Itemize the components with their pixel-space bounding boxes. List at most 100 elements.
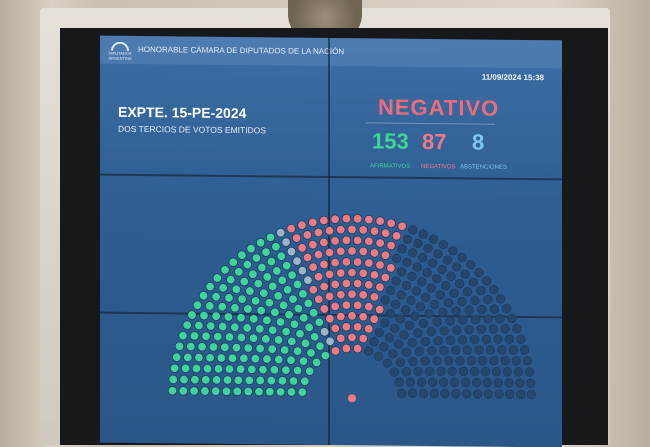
- seat-ausente: [507, 313, 517, 324]
- seat-ausente: [504, 334, 515, 344]
- seat-ausente: [396, 266, 407, 277]
- seat-ausente: [413, 328, 423, 338]
- seat-ausente: [380, 318, 390, 328]
- seat-ausente: [512, 323, 522, 334]
- seat-afirmativo: [189, 386, 199, 396]
- seat-ausente: [418, 318, 429, 329]
- seat-ausente: [483, 294, 493, 305]
- seat-negativo: [386, 263, 396, 273]
- seat-negativo: [335, 246, 346, 257]
- seat-ausente: [483, 314, 493, 324]
- seat-afirmativo: [284, 310, 294, 320]
- seat-ausente: [426, 283, 437, 293]
- seat-afirmativo: [273, 291, 283, 301]
- seat-ausente: [420, 336, 431, 347]
- seat-afirmativo: [273, 335, 284, 345]
- seat-abstencion: [297, 265, 308, 276]
- seat-afirmativo: [242, 259, 253, 270]
- seat-ausente: [401, 280, 412, 291]
- seat-afirmativo: [262, 354, 272, 364]
- seat-negativo: [324, 269, 335, 280]
- seat-afirmativo: [287, 270, 297, 280]
- seat-afirmativo: [213, 364, 224, 374]
- seat-afirmativo: [205, 353, 215, 363]
- seat-ausente: [451, 389, 461, 399]
- seat-afirmativo: [277, 275, 287, 285]
- seat-negativo: [364, 258, 374, 268]
- seat-afirmativo: [265, 387, 275, 397]
- seat-afirmativo: [212, 331, 223, 342]
- seat-ausente: [460, 377, 471, 388]
- seat-negativo: [364, 214, 374, 225]
- seat-ausente: [415, 302, 426, 312]
- seat-afirmativo: [231, 342, 242, 353]
- seat-ausente: [485, 345, 496, 355]
- seat-afirmativo: [242, 323, 252, 333]
- seat-afirmativo: [236, 332, 247, 343]
- seat-afirmativo: [264, 298, 275, 308]
- seat-ausente: [462, 345, 473, 355]
- seat-negativo: [352, 300, 363, 310]
- seat-afirmativo: [269, 365, 280, 375]
- seat-negativo: [341, 278, 352, 289]
- seat-afirmativo: [183, 352, 193, 363]
- seat-afirmativo: [257, 262, 267, 273]
- seat-abstencion: [286, 246, 297, 257]
- seat-afirmativo: [167, 386, 178, 396]
- seat-negativo: [330, 236, 340, 246]
- seat-afirmativo: [247, 364, 257, 375]
- seat-negativo: [319, 237, 329, 248]
- seat-negativo: [313, 272, 324, 282]
- seat-afirmativo: [239, 276, 250, 287]
- seat-negativo: [347, 311, 357, 321]
- seat-abstencion: [292, 256, 302, 266]
- seat-ausente: [451, 262, 462, 272]
- seat-hemicycle: [167, 213, 537, 403]
- seat-afirmativo: [281, 326, 291, 337]
- seat-ausente: [374, 327, 385, 338]
- seat-afirmativo: [308, 308, 319, 318]
- seat-afirmativo: [306, 348, 316, 358]
- seat-ausente: [476, 324, 487, 334]
- seat-afirmativo: [258, 364, 268, 375]
- seat-afirmativo: [292, 365, 303, 376]
- seat-negativo: [313, 249, 324, 260]
- seat-ausente: [369, 337, 379, 347]
- seat-ausente: [445, 316, 455, 326]
- seat-afirmativo: [178, 386, 189, 396]
- seat-ausente: [422, 267, 432, 278]
- seat-negativo: [335, 225, 346, 235]
- seat-afirmativo: [197, 342, 207, 352]
- seat-ausente: [380, 295, 390, 305]
- seat-negativo: [358, 268, 369, 278]
- seat-ausente: [445, 335, 456, 345]
- seat-afirmativo: [276, 251, 287, 261]
- seat-afirmativo: [186, 341, 196, 352]
- seat-negativo: [358, 333, 368, 344]
- seat-ausente: [469, 334, 480, 345]
- seat-negativo: [347, 224, 357, 235]
- seat-ausente: [488, 324, 499, 334]
- seat-negativo: [308, 262, 318, 272]
- seat-afirmativo: [254, 386, 264, 397]
- seat-afirmativo: [192, 300, 203, 310]
- seat-ausente: [448, 246, 458, 256]
- seat-afirmativo: [320, 350, 331, 361]
- seat-abstencion: [303, 275, 313, 285]
- seat-afirmativo: [169, 363, 180, 373]
- seat-afirmativo: [304, 366, 315, 376]
- seat-ausente: [435, 290, 445, 300]
- seat-negativo: [314, 294, 324, 304]
- seat-afirmativo: [309, 332, 320, 342]
- seat-ausente: [502, 367, 513, 377]
- seat-afirmativo: [279, 345, 290, 355]
- seat-ausente: [478, 355, 488, 366]
- seat-negativo: [330, 323, 341, 334]
- seat-negativo: [330, 346, 341, 356]
- seat-ausente: [482, 378, 493, 388]
- seat-ausente: [420, 356, 430, 366]
- seat-ausente: [470, 295, 480, 306]
- seat-afirmativo: [292, 279, 303, 290]
- seat-ausente: [397, 244, 407, 254]
- seat-afirmativo: [248, 333, 259, 343]
